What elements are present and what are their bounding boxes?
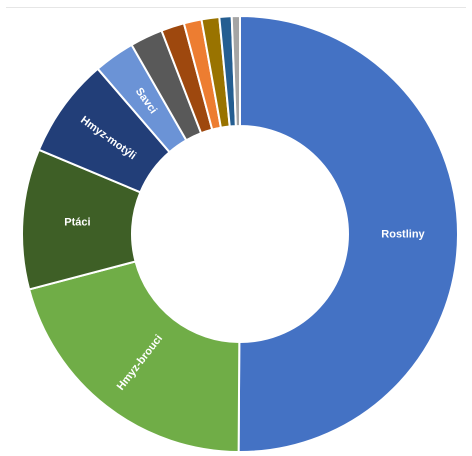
slice-rostliny [237, 14, 459, 453]
slices-group [21, 14, 459, 454]
slice-unlabeled-10 [230, 14, 241, 128]
slice-hmyz-brouci [27, 260, 241, 454]
top-divider [6, 7, 466, 8]
slice-label-rostliny: Rostliny [381, 228, 425, 240]
slice-label-ptaci: Ptáci [64, 217, 90, 229]
